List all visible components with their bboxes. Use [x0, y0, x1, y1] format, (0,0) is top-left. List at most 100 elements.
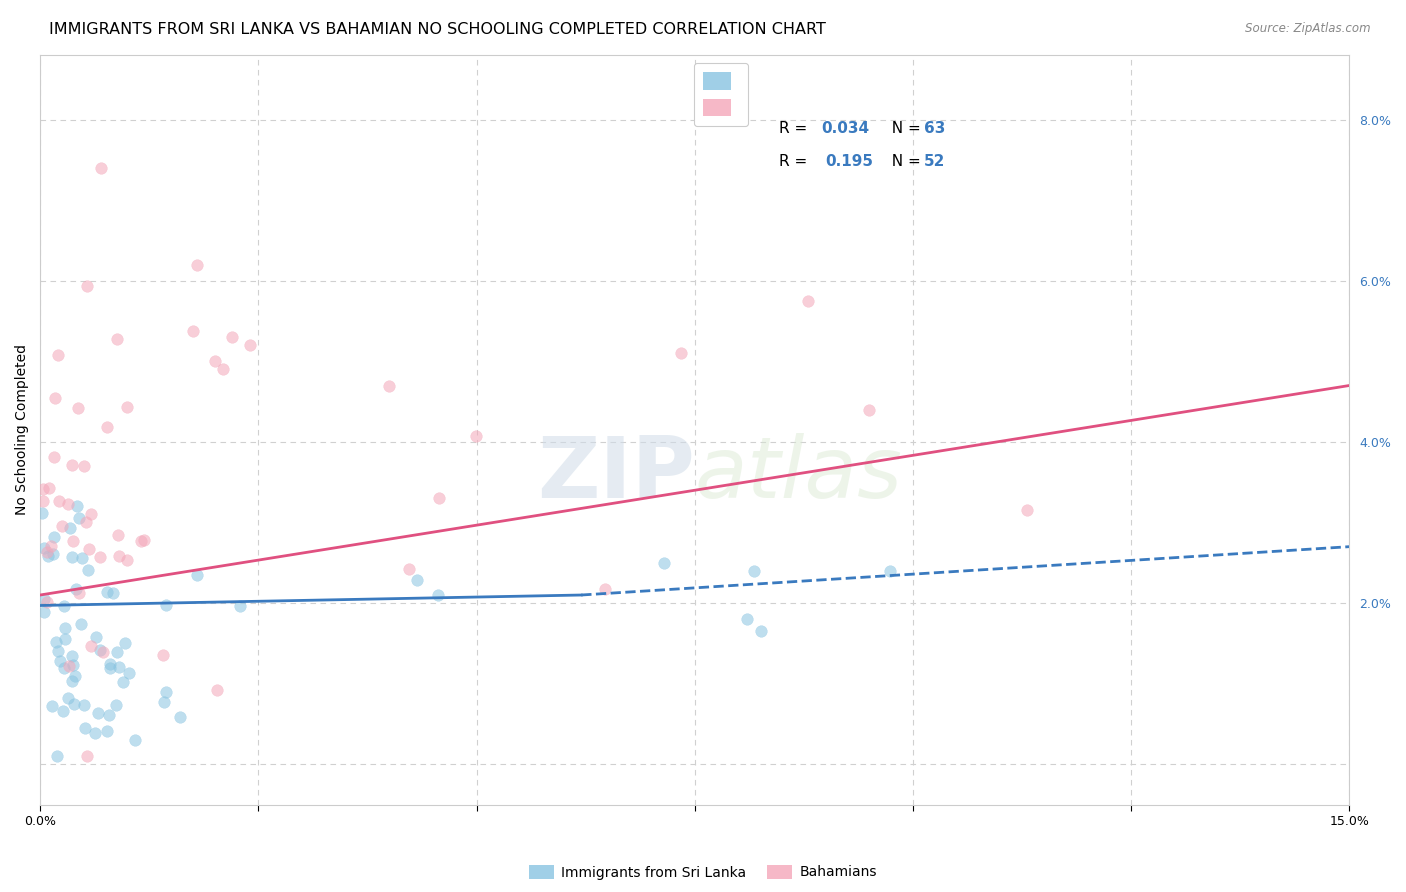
Point [52, 704, 75, 718]
Point [153, 695, 176, 709]
Text: R =: R = [779, 154, 817, 169]
Point [117, 553, 139, 567]
Point [114, 636, 136, 650]
Point [62, 658, 84, 673]
Point [104, 698, 127, 712]
Legend: , : , [695, 62, 748, 126]
Text: 63: 63 [924, 121, 945, 136]
Point [67, 401, 90, 415]
Point [652, 556, 675, 570]
Point [83, 725, 105, 739]
Point [52, 599, 75, 614]
Text: 0.034: 0.034 [821, 121, 869, 136]
Point [46, 644, 69, 658]
Point [59, 521, 82, 535]
Point [44, 391, 66, 405]
Point [181, 324, 204, 338]
Point [31, 494, 53, 508]
Point [56, 690, 79, 705]
Point [75, 516, 97, 530]
Point [31, 506, 53, 520]
Y-axis label: No Schooling Completed: No Schooling Completed [15, 344, 30, 516]
Point [76, 749, 98, 764]
Point [60, 549, 83, 564]
Text: 52: 52 [924, 154, 945, 169]
Point [858, 402, 880, 417]
Point [96, 584, 118, 599]
Point [69, 616, 91, 631]
Point [77, 563, 100, 577]
Point [398, 562, 420, 576]
Point [593, 582, 616, 596]
Text: IMMIGRANTS FROM SRI LANKA VS BAHAMIAN NO SCHOOLING COMPLETED CORRELATION CHART: IMMIGRANTS FROM SRI LANKA VS BAHAMIAN NO… [49, 22, 827, 37]
Point [152, 648, 174, 662]
Point [38, 481, 60, 495]
Point [46, 348, 69, 362]
Point [797, 293, 820, 308]
Point [60, 648, 83, 663]
Point [67, 510, 90, 524]
Text: ZIP: ZIP [537, 434, 695, 516]
Point [62, 533, 84, 548]
Text: N =: N = [882, 154, 925, 169]
Point [53, 622, 76, 636]
Point [39, 540, 62, 554]
Point [101, 585, 124, 599]
Point [427, 491, 450, 506]
Point [63, 697, 86, 711]
Point [124, 732, 146, 747]
Point [60, 674, 83, 689]
Point [45, 634, 67, 648]
Point [56, 497, 79, 511]
Point [41, 698, 63, 713]
Point [749, 624, 772, 638]
Point [212, 362, 235, 376]
Point [87, 706, 110, 721]
Point [465, 429, 488, 443]
Point [742, 565, 765, 579]
Point [37, 549, 59, 564]
Point [76, 279, 98, 293]
Point [79, 640, 101, 654]
Point [42, 450, 65, 464]
Point [186, 258, 208, 272]
Point [60, 458, 83, 472]
Point [229, 599, 252, 613]
Point [51, 519, 73, 533]
Point [378, 378, 401, 392]
Point [73, 698, 96, 712]
Point [84, 630, 107, 644]
Point [155, 685, 177, 699]
Point [32, 605, 55, 619]
Point [105, 332, 128, 346]
Point [91, 645, 114, 659]
Point [90, 161, 112, 175]
Point [77, 542, 100, 557]
Point [53, 632, 76, 646]
Point [42, 530, 65, 544]
Point [80, 507, 103, 521]
Point [155, 598, 177, 612]
Text: atlas: atlas [695, 434, 903, 516]
Point [204, 354, 226, 368]
Point [65, 582, 87, 596]
Point [89, 549, 111, 564]
Text: R =: R = [779, 121, 813, 136]
Point [96, 724, 118, 739]
Point [67, 586, 90, 600]
Point [107, 528, 129, 542]
Point [134, 533, 156, 547]
Text: 0.195: 0.195 [825, 154, 873, 169]
Point [98, 657, 121, 672]
Point [207, 683, 229, 698]
Point [1017, 503, 1039, 517]
Point [117, 400, 139, 414]
Point [118, 665, 141, 680]
Point [98, 708, 121, 723]
Text: N =: N = [882, 121, 925, 136]
Point [46, 749, 69, 764]
Point [426, 589, 449, 603]
Point [32, 541, 55, 555]
Point [41, 547, 63, 561]
Point [65, 668, 87, 682]
